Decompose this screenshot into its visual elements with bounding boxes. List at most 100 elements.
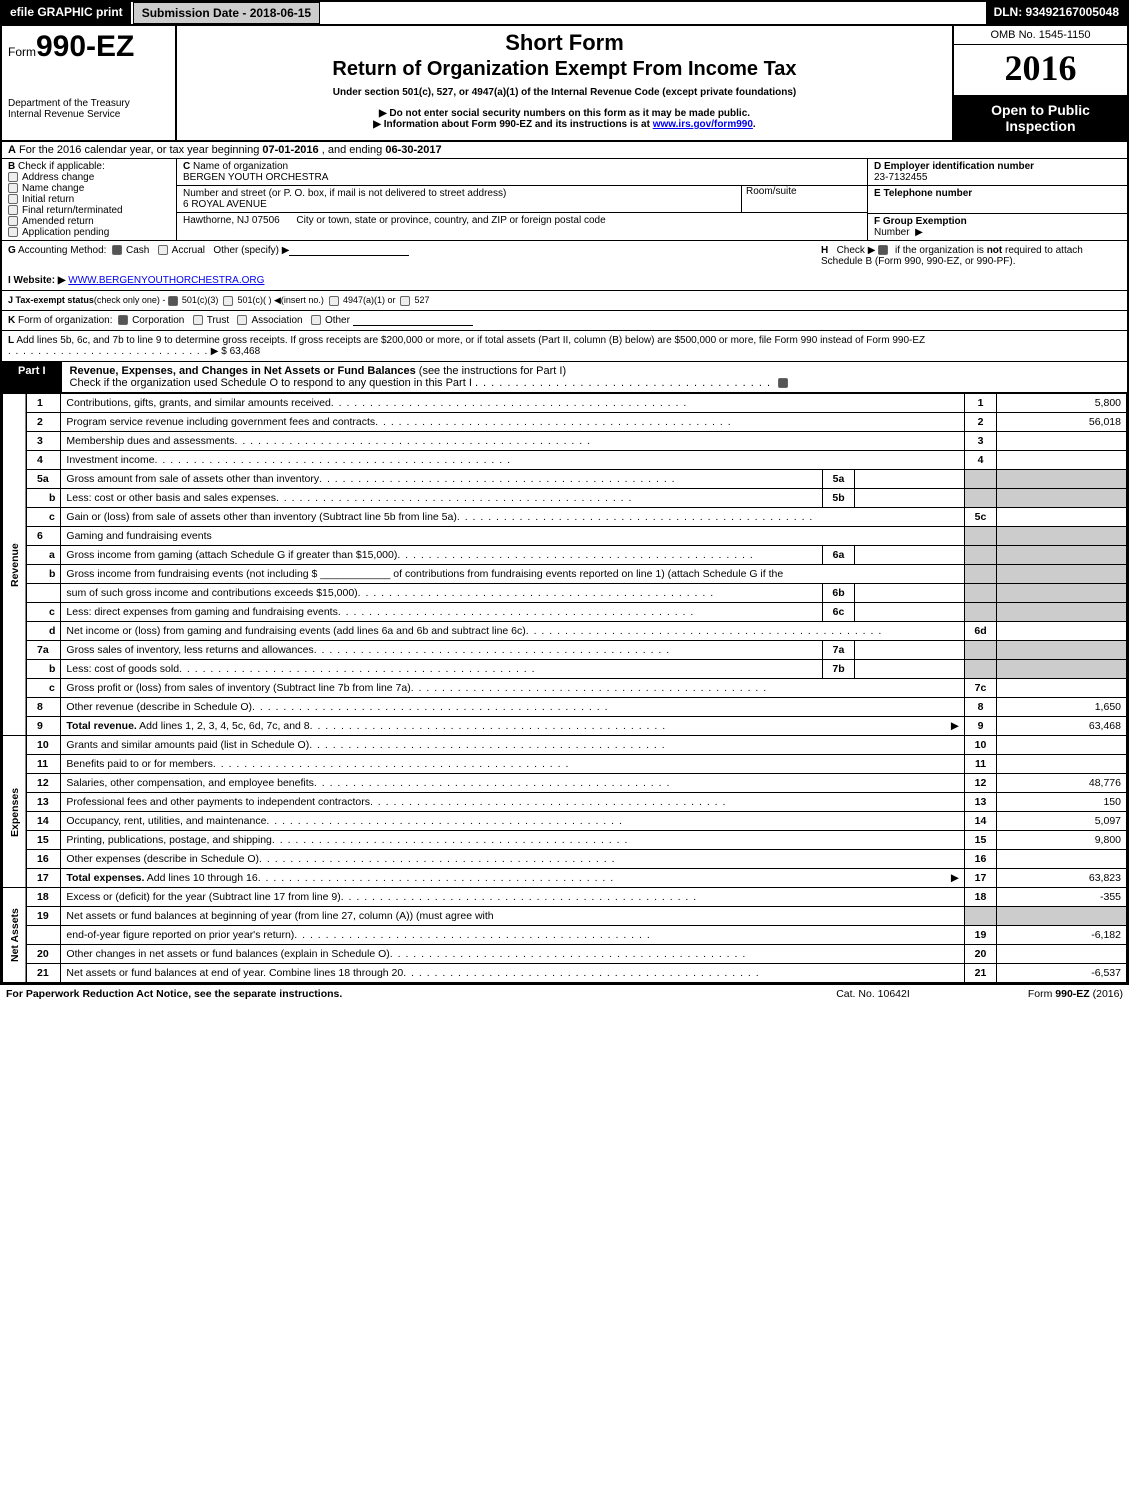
line-desc: Program service revenue including govern…: [61, 413, 965, 432]
inner-ref: 5b: [823, 489, 855, 508]
chk-name-change[interactable]: [8, 183, 18, 193]
k-text: Form of organization:: [18, 315, 113, 326]
line-number: 10: [26, 736, 61, 755]
line-number: 16: [26, 850, 61, 869]
inner-val: [855, 470, 965, 489]
chk-h[interactable]: [878, 245, 888, 255]
a-mid: , and ending: [322, 144, 386, 156]
chk-cash[interactable]: [112, 245, 122, 255]
chk-trust[interactable]: [193, 315, 203, 325]
table-row: Net Assets18Excess or (deficit) for the …: [3, 888, 1127, 907]
e-label: E Telephone number: [874, 188, 972, 199]
line-desc: Total revenue. Add lines 1, 2, 3, 4, 5c,…: [61, 717, 965, 736]
table-row: 14Occupancy, rent, utilities, and mainte…: [3, 812, 1127, 831]
chk-amended-return[interactable]: [8, 216, 18, 226]
chk-assoc[interactable]: [237, 315, 247, 325]
a-text1: For the 2016 calendar year, or tax year …: [19, 144, 262, 156]
h-text2: if the organization is: [895, 245, 987, 256]
g-cash: Cash: [126, 245, 149, 256]
ref-cell: 1: [965, 394, 997, 413]
box-c: C Name of organization BERGEN YOUTH ORCH…: [177, 159, 867, 240]
note-info-text: ▶ Information about Form 990-EZ and its …: [373, 119, 652, 130]
header-mid: Short Form Return of Organization Exempt…: [177, 26, 952, 140]
chk-application-pending[interactable]: [8, 227, 18, 237]
chk-accrual[interactable]: [158, 245, 168, 255]
ref-cell: 8: [965, 698, 997, 717]
k-other-blank: [353, 315, 473, 326]
table-row: cGross profit or (loss) from sales of in…: [3, 679, 1127, 698]
side-label: Revenue: [3, 394, 27, 736]
line-number: 18: [26, 888, 61, 907]
irs-link[interactable]: www.irs.gov/form990: [653, 119, 753, 130]
table-row: 4Investment income4: [3, 451, 1127, 470]
h-text1: Check ▶: [837, 245, 876, 256]
amount-cell: [997, 679, 1127, 698]
chk-4947[interactable]: [329, 296, 339, 306]
line-desc: Grants and similar amounts paid (list in…: [61, 736, 965, 755]
table-row: bGross income from fundraising events (n…: [3, 565, 1127, 584]
ref-cell: 15: [965, 831, 997, 850]
website-link[interactable]: WWW.BERGENYOUTHORCHESTRA.ORG: [68, 275, 264, 286]
ref-cell: 4: [965, 451, 997, 470]
chk-501c[interactable]: [223, 296, 233, 306]
amount-cell: [997, 736, 1127, 755]
ref-cell: 17: [965, 869, 997, 888]
line-number: 17: [26, 869, 61, 888]
table-row: 3Membership dues and assessments3: [3, 432, 1127, 451]
table-row: cGain or (loss) from sale of assets othe…: [3, 508, 1127, 527]
chk-address-change[interactable]: [8, 172, 18, 182]
chk-527[interactable]: [400, 296, 410, 306]
line-number: 13: [26, 793, 61, 812]
table-row: 12Salaries, other compensation, and empl…: [3, 774, 1127, 793]
l-text: Add lines 5b, 6c, and 7b to line 9 to de…: [16, 335, 925, 346]
line-desc: sum of such gross income and contributio…: [61, 584, 823, 603]
topbar-spacer: [320, 2, 985, 24]
ref-cell: 9: [965, 717, 997, 736]
line-number: 11: [26, 755, 61, 774]
line-number: 3: [26, 432, 61, 451]
j-o2b: ◀(insert no.): [274, 295, 324, 305]
line-desc: Gross income from gaming (attach Schedul…: [61, 546, 823, 565]
table-row: Revenue1Contributions, gifts, grants, an…: [3, 394, 1127, 413]
amount-cell: [997, 622, 1127, 641]
line-l: L Add lines 5b, 6c, and 7b to line 9 to …: [2, 331, 1127, 362]
open-line2: Inspection: [958, 118, 1123, 134]
amount-cell: [997, 451, 1127, 470]
amount-cell: 5,097: [997, 812, 1127, 831]
amount-cell: [997, 546, 1127, 565]
b-item-1: Name change: [22, 183, 84, 194]
ref-cell: [965, 660, 997, 679]
submission-date: Submission Date - 2018-06-15: [133, 2, 320, 24]
amount-cell: [997, 945, 1127, 964]
line-number: 20: [26, 945, 61, 964]
i-label: I Website: ▶: [8, 275, 66, 286]
form-no: 990-EZ: [36, 30, 134, 63]
title-return: Return of Organization Exempt From Incom…: [187, 58, 942, 81]
f-label: F Group Exemption: [874, 216, 967, 227]
line-number: 12: [26, 774, 61, 793]
inner-val: [855, 584, 965, 603]
header-row: Form990-EZ Department of the Treasury In…: [2, 26, 1127, 142]
ref-cell: 13: [965, 793, 997, 812]
inner-val: [855, 489, 965, 508]
chk-final-return[interactable]: [8, 205, 18, 215]
chk-part1-sched-o[interactable]: [778, 378, 788, 388]
amount-cell: [997, 489, 1127, 508]
k-o3: Association: [251, 315, 302, 326]
line-desc: Less: cost or other basis and sales expe…: [61, 489, 823, 508]
chk-initial-return[interactable]: [8, 194, 18, 204]
tax-year: 2016: [954, 45, 1127, 96]
c-name-lbl: Name of organization: [193, 161, 288, 172]
line-number: b: [26, 660, 61, 679]
footer-right-form: 990-EZ: [1055, 988, 1089, 1000]
g-label: G: [8, 245, 16, 256]
j-o3: 4947(a)(1) or: [343, 295, 396, 305]
efile-print-button[interactable]: efile GRAPHIC print: [2, 2, 133, 24]
chk-other-org[interactable]: [311, 315, 321, 325]
line-desc: Investment income: [61, 451, 965, 470]
ref-cell: 19: [965, 926, 997, 945]
chk-501c3[interactable]: [168, 296, 178, 306]
chk-corp[interactable]: [118, 315, 128, 325]
ref-cell: [965, 527, 997, 546]
line-desc: Other revenue (describe in Schedule O): [61, 698, 965, 717]
